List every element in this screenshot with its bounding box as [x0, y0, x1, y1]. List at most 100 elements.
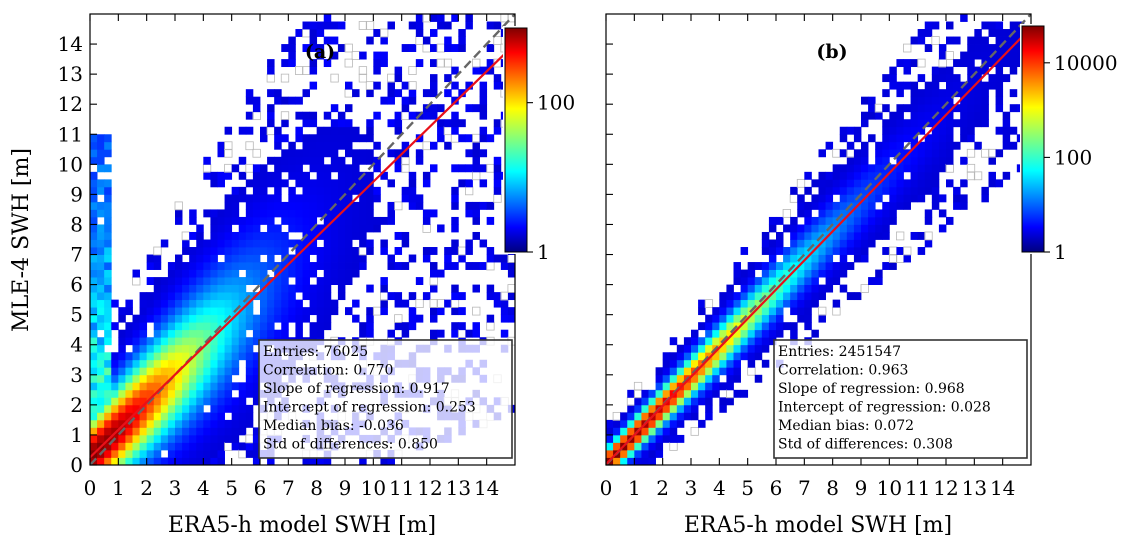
heatmap-cell: [337, 231, 346, 240]
heatmap-cell: [302, 262, 310, 270]
heatmap-cell: [394, 149, 403, 158]
heatmap-cell: [486, 163, 495, 173]
heatmap-cell: [832, 231, 841, 240]
x-tick-label: 4: [713, 476, 726, 500]
heatmap-cell: [345, 216, 353, 225]
heatmap-cell: [387, 179, 395, 188]
heatmap-cell: [889, 171, 897, 180]
heatmap-cell: [1009, 66, 1018, 75]
heatmap-cell: [430, 307, 438, 316]
heatmap-cell: [175, 344, 183, 353]
x-tick-label: 11: [905, 476, 930, 500]
heatmap-cell: [139, 374, 148, 383]
heatmap-cell: [655, 427, 664, 436]
heatmap-cell: [818, 171, 826, 180]
heatmap-cell: [153, 299, 162, 308]
heatmap-cell: [846, 194, 855, 203]
heatmap-cell: [252, 457, 261, 465]
heatmap-cell: [118, 397, 126, 406]
heatmap-cell: [669, 359, 678, 368]
heatmap-cell: [479, 164, 488, 173]
heatmap-cell: [323, 314, 332, 323]
heatmap-cell: [97, 389, 105, 398]
x-tick-label: 10: [361, 476, 386, 500]
heatmap-cell: [345, 179, 353, 188]
heatmap-cell: [861, 201, 869, 210]
heatmap-cell: [634, 412, 642, 421]
heatmap-cell: [146, 277, 155, 285]
heatmap-cell: [288, 216, 296, 225]
heatmap-cell: [754, 307, 763, 316]
heatmap-cell: [373, 59, 381, 68]
heatmap-cell: [139, 314, 148, 323]
y-tick-label: 2: [70, 393, 83, 417]
heatmap-cell: [90, 322, 98, 331]
heatmap-cell: [153, 382, 162, 391]
heatmap-cell: [662, 427, 671, 436]
heatmap-cell: [627, 404, 635, 413]
heatmap-cell: [790, 216, 798, 225]
heatmap-cell: [352, 89, 360, 98]
heatmap-cell: [430, 141, 438, 150]
heatmap-cell: [451, 262, 459, 270]
heatmap-cell: [804, 209, 812, 218]
heatmap-cell: [422, 209, 431, 218]
heatmap-cell: [104, 141, 112, 150]
heatmap-cell: [917, 186, 926, 195]
heatmap-cell: [245, 126, 254, 135]
heatmap-cell: [288, 194, 296, 203]
heatmap-cell: [415, 29, 424, 37]
heatmap-cell: [931, 156, 940, 165]
heatmap-cell: [1002, 134, 1011, 143]
heatmap-cell: [946, 36, 954, 45]
heatmap-cell: [853, 239, 862, 248]
heatmap-cell: [323, 322, 332, 331]
heatmap-cell: [811, 247, 819, 255]
heatmap-cell: [231, 412, 240, 421]
heatmap-cell: [160, 434, 169, 443]
heatmap-cell: [90, 277, 98, 285]
heatmap-cell: [641, 449, 649, 458]
heatmap-cell: [719, 352, 727, 361]
heatmap-cell: [754, 262, 763, 270]
heatmap-cell: [238, 216, 247, 225]
heatmap-cell: [967, 119, 975, 128]
heatmap-cell: [415, 201, 424, 210]
heatmap-cell: [104, 216, 112, 225]
heatmap-cell: [804, 284, 812, 293]
heatmap-cell: [761, 262, 770, 270]
heatmap-cell: [655, 434, 664, 443]
heatmap-cell: [309, 269, 318, 278]
heatmap-cell: [988, 74, 996, 83]
heatmap-cell: [655, 382, 664, 391]
heatmap-cell: [316, 29, 325, 37]
heatmap-cell: [825, 247, 834, 255]
heatmap-cell: [373, 186, 381, 195]
heatmap-cell: [182, 239, 190, 248]
heatmap-cell: [451, 224, 459, 233]
heatmap-cell: [917, 89, 926, 98]
heatmap-cell: [97, 209, 105, 218]
heatmap-cell: [189, 367, 197, 376]
stats-line: Std of differences: 0.308: [778, 437, 953, 453]
heatmap-cell: [330, 149, 339, 158]
heatmap-cell: [245, 314, 254, 323]
heatmap-cell: [882, 126, 890, 135]
heatmap-cell: [203, 262, 211, 270]
heatmap-cell: [224, 389, 233, 398]
heatmap-cell: [974, 81, 982, 90]
heatmap-cell: [146, 292, 155, 301]
heatmap-cell: [839, 164, 848, 173]
heatmap-cell: [437, 21, 445, 30]
heatmap-cell: [323, 21, 332, 30]
heatmap-cell: [613, 442, 621, 451]
heatmap-cell: [818, 201, 826, 210]
heatmap-cell: [302, 186, 310, 195]
heatmap-cell: [245, 209, 254, 218]
heatmap-cell: [451, 322, 459, 331]
heatmap-cell: [705, 412, 713, 421]
heatmap-cell: [903, 246, 912, 256]
heatmap-cell: [430, 104, 438, 113]
heatmap-cell: [337, 201, 346, 210]
heatmap-cell: [217, 367, 225, 376]
